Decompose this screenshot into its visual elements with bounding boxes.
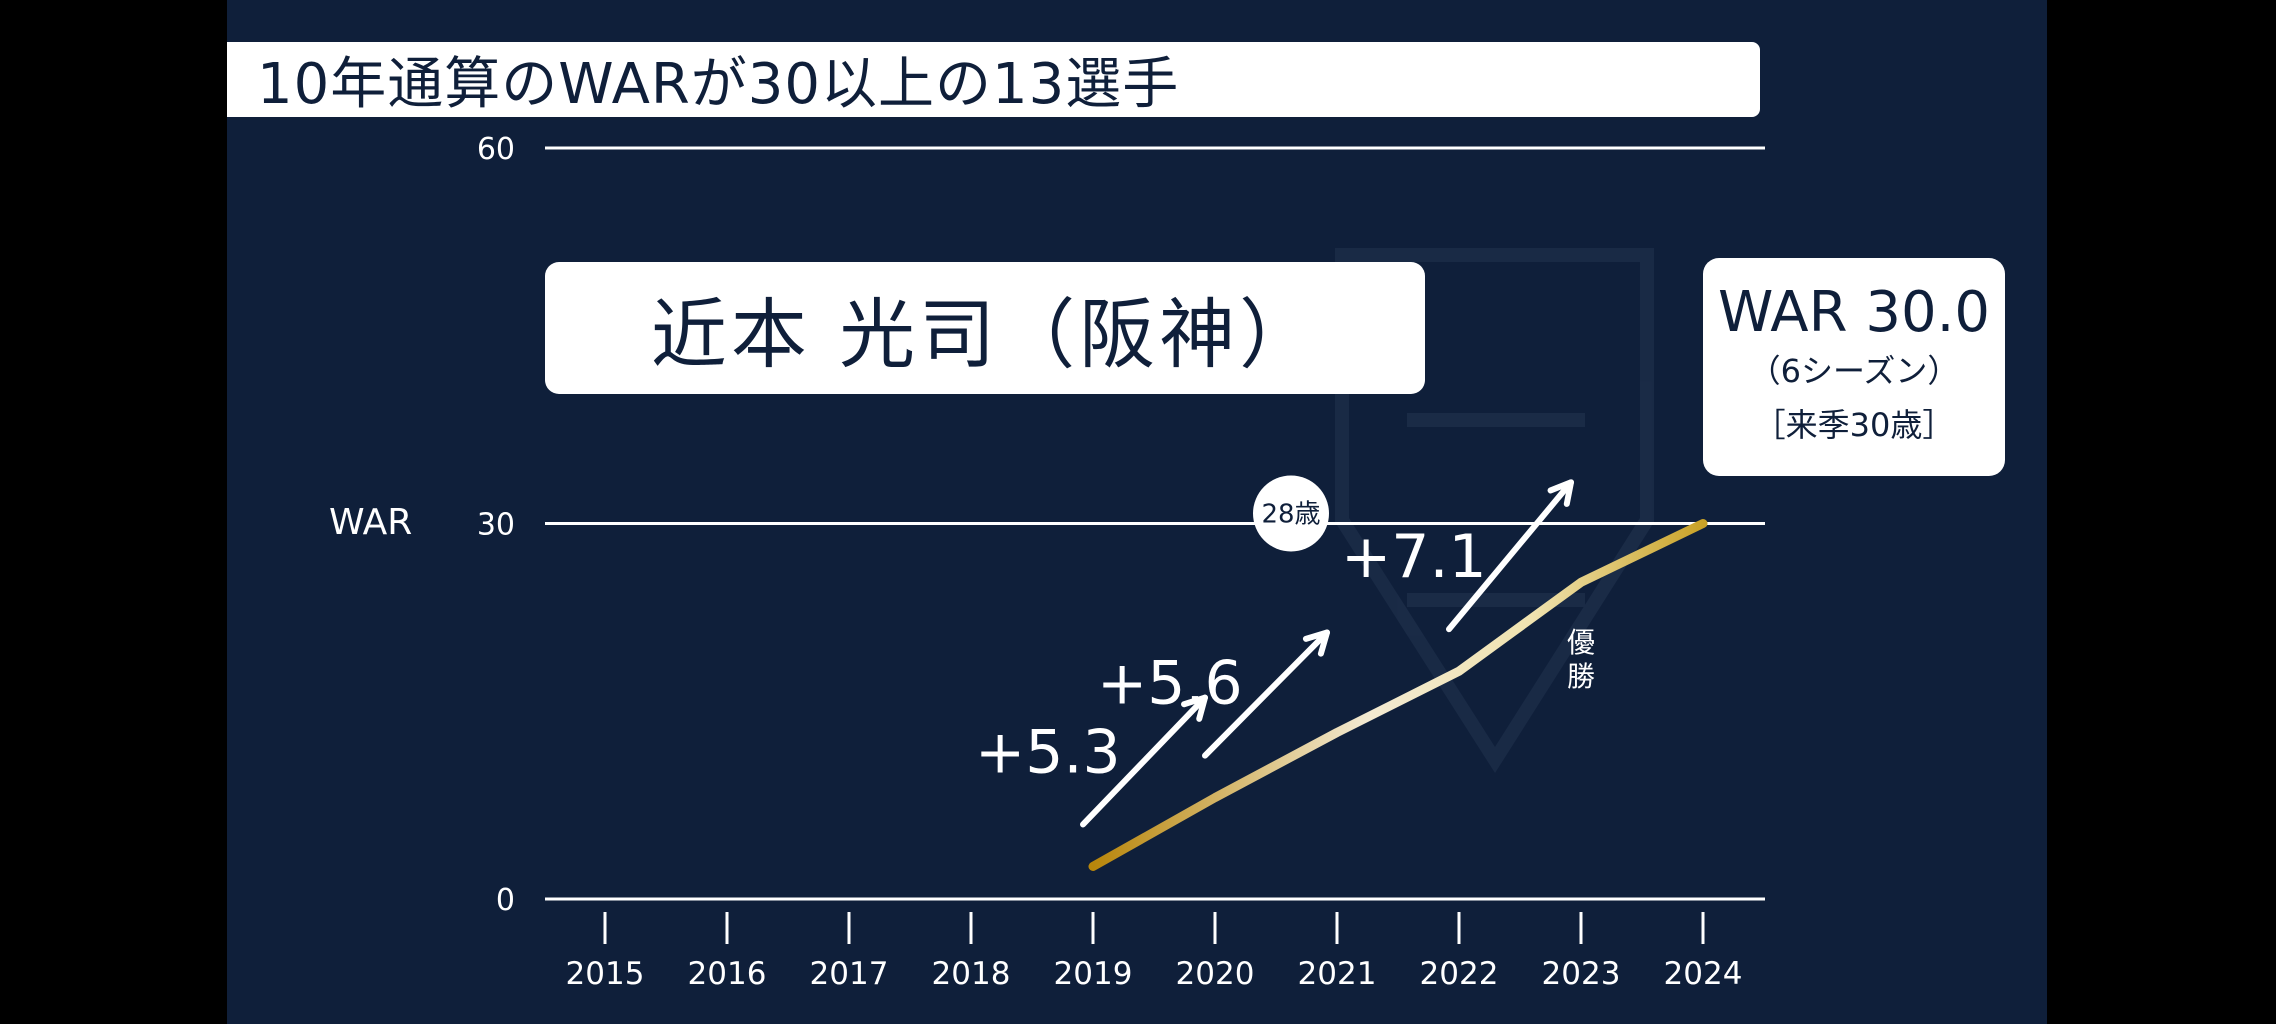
x-tick-label: 2023: [1542, 956, 1621, 992]
player-name-box: 近本 光司（阪神）: [545, 262, 1425, 394]
x-tick-label: 2016: [688, 956, 767, 992]
summary-next-age: ［来季30歳］: [1753, 406, 1955, 444]
title-bar: 10年通算のWARが30以上の13選手: [227, 42, 1760, 117]
x-tick-label: 2017: [810, 956, 889, 992]
x-tick-label: 2021: [1298, 956, 1377, 992]
x-tick-label: 2015: [566, 956, 645, 992]
age-badge-label: 28歳: [1261, 500, 1320, 530]
increase-arrow: [1080, 694, 1208, 828]
chart-frame: 10年通算のWARが30以上の13選手 0 30 60 2015 2016 2017 201…: [227, 0, 2047, 1024]
y-tick-label: 60: [477, 132, 515, 167]
war-series-line: [1088, 519, 1708, 871]
increase-arrowhead: [1181, 694, 1208, 722]
increase-arrow: [1446, 479, 1574, 633]
summary-war: WAR 30.0: [1717, 280, 1990, 345]
increase-label: +5.3: [975, 717, 1121, 787]
war-line-chart: 0 30 60 2015 2016 2017 2018 2019 2020 2021 2022 202…: [329, 132, 1765, 992]
increase-arrowhead: [1302, 629, 1330, 657]
player-name: 近本 光司（阪神）: [650, 290, 1320, 379]
increase-arrowhead: [1547, 479, 1574, 507]
y-tick-label: 30: [477, 508, 515, 543]
increase-label: +7.1: [1341, 522, 1487, 592]
y-tick-label: 0: [496, 883, 515, 918]
chart-title: 10年通算のWARが30以上の13選手: [257, 52, 1180, 117]
x-tick-label: 2019: [1054, 956, 1133, 992]
x-tick-label: 2024: [1664, 956, 1743, 992]
x-tick-label: 2022: [1420, 956, 1499, 992]
x-tick-label: 2020: [1176, 956, 1255, 992]
championship-label: 優勝: [1567, 626, 1595, 693]
age-badge: [1253, 475, 1329, 552]
x-tick-label: 2018: [932, 956, 1011, 992]
summary-box: WAR 30.0 （6シーズン） ［来季30歳］: [1703, 258, 2005, 476]
increase-arrow: [1202, 629, 1330, 759]
summary-seasons: （6シーズン）: [1748, 352, 1960, 390]
y-axis-label: WAR: [329, 502, 412, 543]
increase-label: +5.6: [1097, 649, 1243, 719]
